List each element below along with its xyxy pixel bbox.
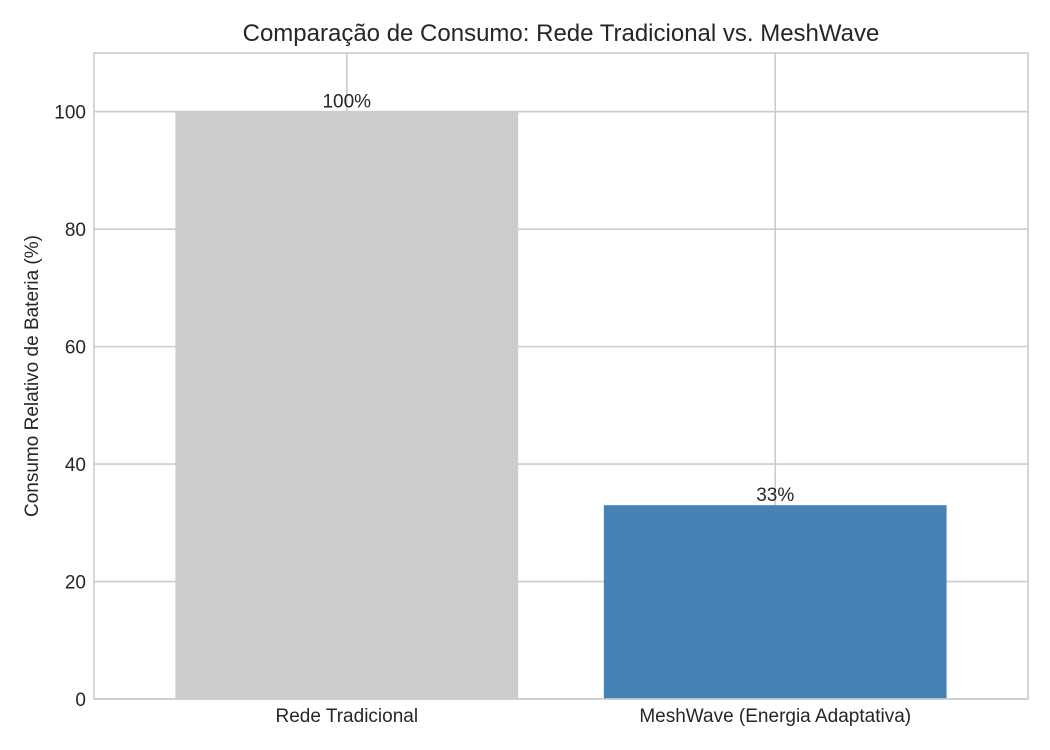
y-tick-label: 20 (65, 573, 86, 594)
x-tick-label: Rede Tradicional (275, 706, 418, 727)
y-axis-label: Consumo Relativo de Bateria (%) (22, 235, 43, 517)
x-tick-label: MeshWave (Energia Adaptativa) (639, 706, 911, 727)
data-labels: 100% 33% (322, 92, 794, 506)
tick-labels: 0 20 40 60 80 100 Rede Tradicional MeshWave (En… (54, 103, 911, 727)
chart-title: Comparação de Consumo: Rede Tradicional … (243, 20, 880, 47)
y-tick-label: 40 (65, 455, 86, 476)
plot-frame (93, 52, 1029, 700)
y-tick-label: 60 (65, 338, 86, 359)
bars (175, 111, 947, 699)
bar (603, 505, 947, 699)
bar-value-label: 100% (322, 92, 371, 113)
y-tick-label: 0 (75, 690, 86, 711)
y-tick-label: 80 (65, 220, 86, 241)
bar-value-label: 33% (756, 485, 794, 506)
bar (175, 111, 519, 699)
y-tick-label: 100 (54, 103, 86, 124)
